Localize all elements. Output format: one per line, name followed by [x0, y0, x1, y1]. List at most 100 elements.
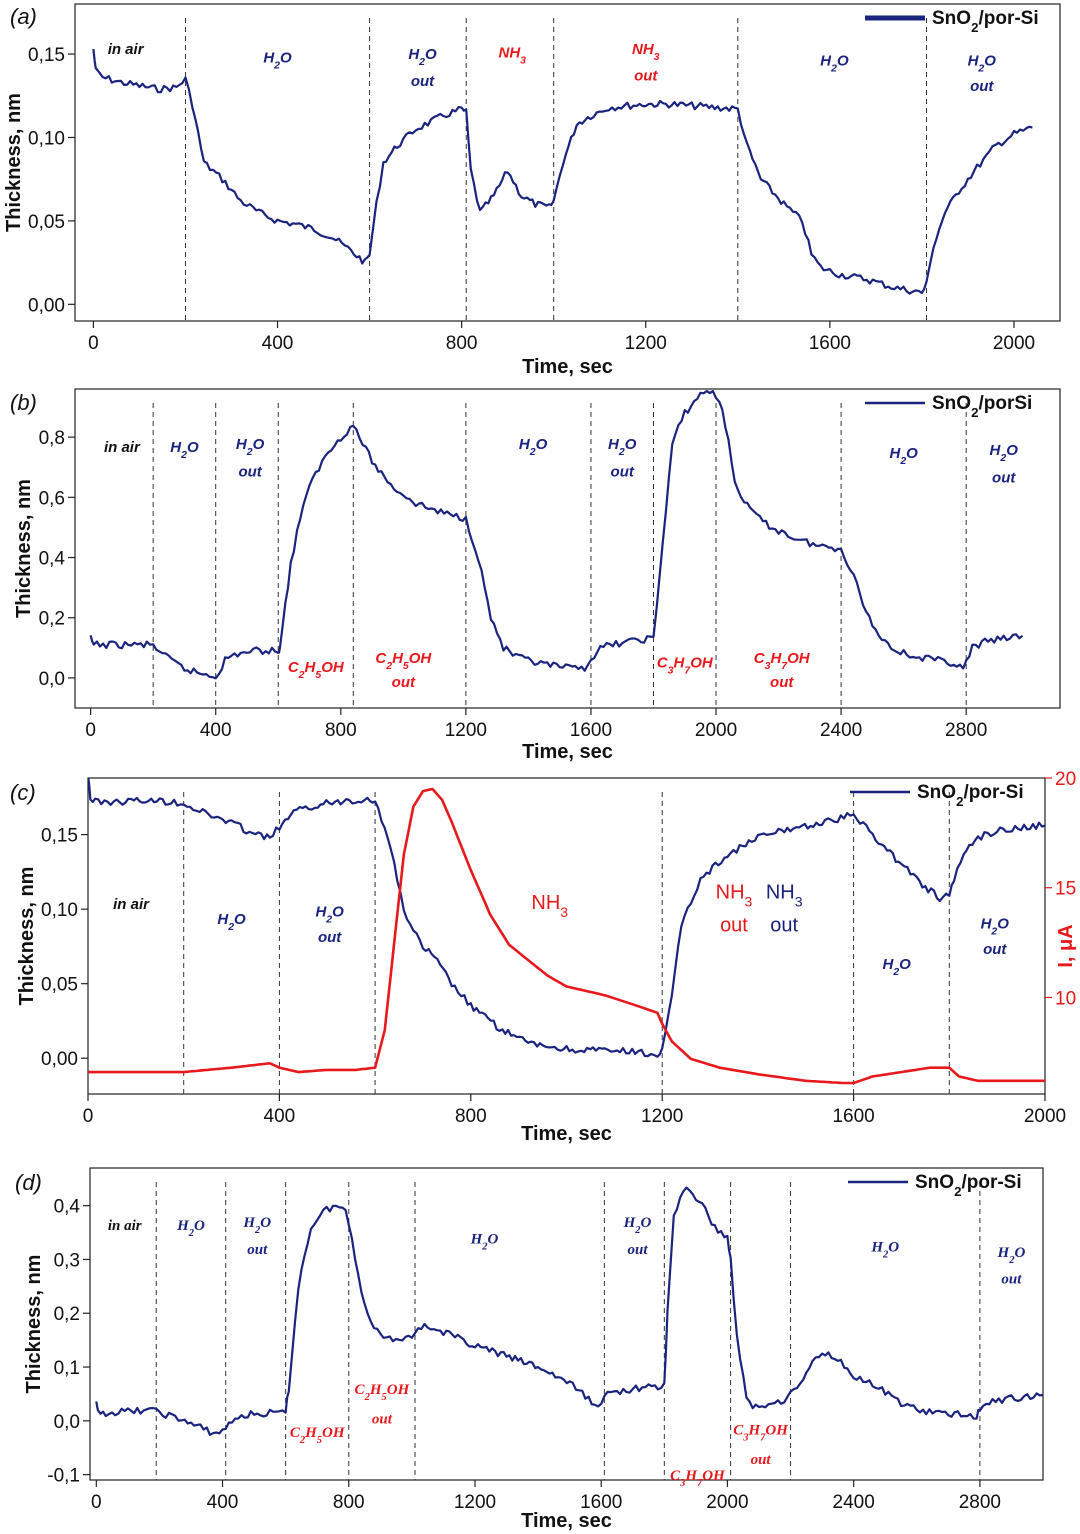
plot-frame: [87, 777, 1046, 1095]
legend-text: SnO: [915, 1172, 954, 1193]
annotation-text: OH: [765, 1422, 789, 1438]
x-tick-label: 0: [91, 1492, 102, 1513]
annotation-text: H: [305, 659, 317, 676]
legend-sub: 2: [956, 794, 963, 809]
annotation-label: C2H5OH: [375, 650, 432, 672]
annotation-label-sub: 3: [795, 894, 803, 910]
annotation-label-sub: 2: [298, 669, 305, 681]
annotation-text: OH: [322, 1425, 346, 1441]
annotation-label-sub: 2: [999, 452, 1006, 464]
x-tick-label: 1600: [570, 720, 612, 741]
annotation-label: in air: [108, 41, 145, 58]
legend-text-rest: /por-Si: [963, 782, 1023, 803]
legend-sub: 2: [954, 1184, 961, 1199]
x-tick-label: 800: [446, 333, 478, 354]
legend-text: SnO: [917, 782, 956, 803]
annotation-text: H: [770, 650, 782, 667]
annotation-text: OH: [321, 659, 345, 676]
x-tick-label: 1200: [641, 1106, 683, 1127]
annotation-label-sub: 3: [745, 894, 753, 910]
x-tick-label: 1200: [445, 720, 487, 741]
y-tick-label: 0,0: [54, 1412, 80, 1433]
y-right-tick-label: 20: [1055, 769, 1076, 790]
annotation-label-text: out: [627, 1242, 648, 1258]
annotation-label-sub: 2: [364, 1391, 371, 1402]
annotation-text: O: [187, 439, 199, 456]
annotation-text: O: [1006, 442, 1018, 459]
annotation-text: O: [234, 911, 246, 928]
annotation-label-text: out: [634, 68, 658, 85]
panel-label: (a): [10, 4, 37, 29]
annotation-label: H2O: [170, 439, 199, 461]
annotation-label-text: out: [720, 915, 748, 937]
x-axis-label: Time, sec: [521, 1123, 612, 1145]
x-tick-label: 0: [83, 1106, 94, 1127]
annotation-text: H: [369, 1382, 383, 1398]
annotation-label-text: out: [411, 73, 435, 90]
annotation-label: out: [992, 469, 1016, 486]
x-tick-label: 2000: [993, 333, 1035, 354]
annotation-sub: 3: [765, 660, 771, 672]
annotation-label-sub: 2: [899, 455, 906, 467]
annotation-label-sub: 2: [830, 63, 837, 75]
annotation-label-text: H: [870, 1239, 884, 1255]
plot-frame: [89, 1167, 1044, 1481]
annotation-label-text: NH: [716, 882, 745, 904]
x-tick-label: 1600: [580, 1492, 622, 1513]
annotation-label: C3H7OH: [733, 1422, 789, 1443]
annotation-label-text: out: [770, 915, 798, 937]
annotation-label-sub: 3: [742, 1432, 748, 1443]
y-right-tick-label: 10: [1055, 988, 1076, 1009]
x-tick-label: 2800: [959, 1492, 1001, 1513]
y-axis-label: Thickness, nm: [3, 93, 25, 232]
panel-0: 0 400 800 1200 1600 2000 0,00 0,05 0,10 0,15 Time,…: [3, 3, 1061, 378]
series-line: [88, 778, 1045, 1058]
annotation-label-text: NH: [632, 41, 655, 58]
legend-text: SnO: [932, 8, 971, 29]
annotation-label: NH3: [531, 892, 568, 920]
annotation-label-text: in air: [108, 41, 145, 58]
annotation-label-text: H: [176, 1218, 190, 1234]
annotation-text: OH: [387, 1382, 411, 1398]
annotation-label: H2O: [315, 904, 344, 926]
annotation-label-text: in air: [113, 896, 150, 913]
annotation-label-text: C: [355, 1382, 366, 1398]
y-tick-label: 0,10: [41, 900, 78, 921]
annotation-label-sub: 3: [679, 1478, 685, 1489]
annotation-text: H: [747, 1422, 761, 1438]
annotation-label-text: out: [770, 674, 794, 691]
annotation-label: C3H7OH: [657, 654, 714, 676]
x-axis-label: Time, sec: [522, 356, 613, 378]
y-tick-label: 0,2: [54, 1304, 80, 1325]
x-tick-label: 2800: [945, 720, 987, 741]
annotation-label: H2O: [519, 436, 548, 458]
x-tick-label: 2000: [695, 720, 737, 741]
annotation-label-text: H: [990, 442, 1002, 459]
annotation-text: H: [684, 1468, 698, 1484]
annotation-text: H: [392, 650, 404, 667]
annotation-label-text: H: [236, 436, 248, 453]
annotation-label-sub: 3: [520, 54, 526, 66]
annotation-text: OH: [690, 654, 714, 671]
annotation-label-text: out: [372, 1412, 393, 1428]
x-tick-label: 2400: [820, 720, 862, 741]
annotation-label: H2O: [470, 1231, 499, 1252]
annotation-label-text: out: [970, 78, 994, 95]
annotation-label: in air: [113, 896, 150, 913]
annotation-label: C2H5OH: [288, 659, 345, 681]
annotation-label-sub: 2: [634, 1225, 641, 1236]
annotation-label: H2O: [968, 53, 997, 75]
annotation-text: O: [536, 436, 548, 453]
annotation-label-text: H: [470, 1231, 484, 1247]
x-tick-label: 400: [264, 1106, 296, 1127]
annotation-label-sub: 2: [325, 914, 332, 926]
annotation-label-text: out: [992, 469, 1016, 486]
y-tick-label: 0,6: [39, 488, 65, 509]
annotation-text: O: [906, 445, 918, 462]
annotation-label-text: out: [238, 463, 262, 480]
y-tick-label: 0,15: [41, 826, 78, 847]
plot-frame: [74, 388, 1061, 709]
x-tick-label: 400: [262, 333, 294, 354]
annotation-text: O: [837, 53, 849, 70]
annotation-text: O: [332, 904, 344, 921]
